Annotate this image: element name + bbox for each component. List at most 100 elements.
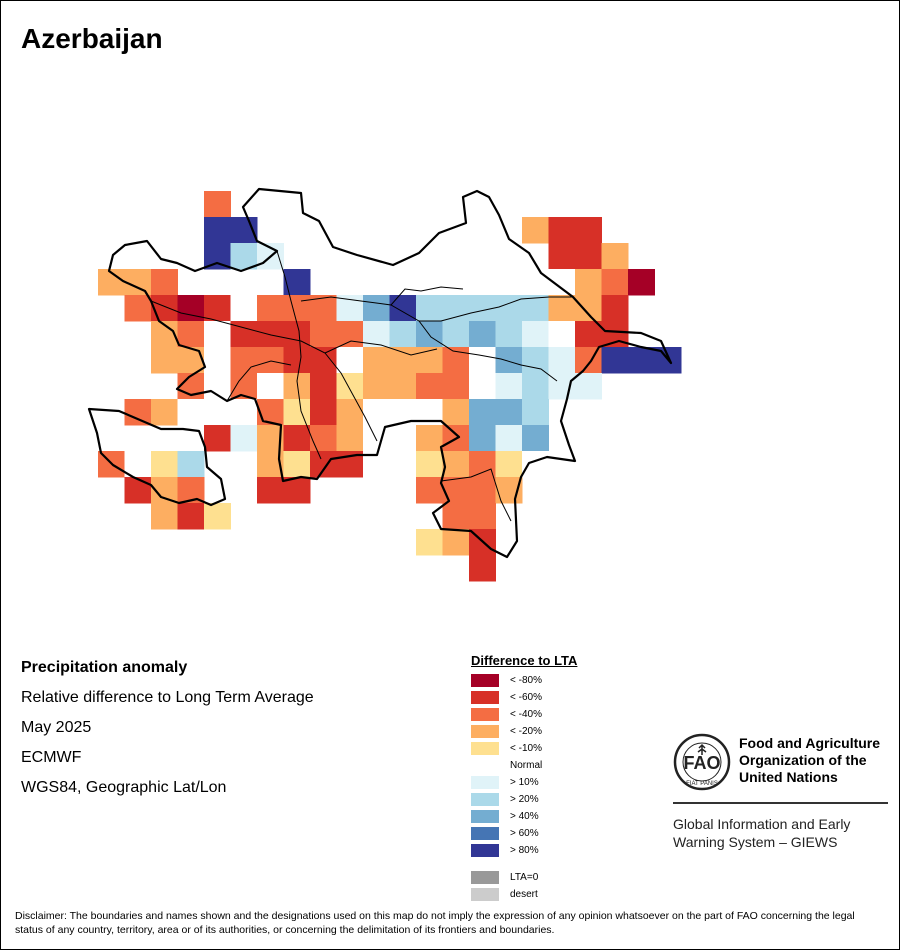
anomaly-cell xyxy=(522,451,549,478)
legend-item: > 10% xyxy=(471,774,577,791)
anomaly-cell xyxy=(230,243,258,270)
anomaly-cell xyxy=(204,503,231,530)
anomaly-cell xyxy=(283,295,311,322)
anomaly-cell xyxy=(336,295,364,322)
anomaly-cell xyxy=(522,399,549,426)
anomaly-cell xyxy=(283,425,311,452)
anomaly-cell xyxy=(336,347,364,374)
anomaly-cell xyxy=(628,269,655,296)
anomaly-cell xyxy=(124,451,152,478)
anomaly-cell xyxy=(336,425,364,452)
anomaly-cell xyxy=(204,425,231,452)
legend-label: LTA=0 xyxy=(510,872,539,883)
legend-swatch xyxy=(471,888,499,901)
giews-name: Global Information and Early Warning Sys… xyxy=(673,816,851,850)
legend-item-desert: desert xyxy=(471,886,577,903)
anomaly-cell xyxy=(204,347,231,374)
fao-logo-block: FAO FIAT PANIS Food and Agriculture Orga… xyxy=(673,733,888,850)
anomaly-cell xyxy=(548,321,576,348)
legend-label: < -80% xyxy=(510,675,542,686)
anomaly-cell xyxy=(601,347,629,374)
legend-swatch xyxy=(471,742,499,755)
anomaly-cell xyxy=(124,295,152,322)
info-period: May 2025 xyxy=(21,719,92,736)
anomaly-cell xyxy=(310,347,337,374)
legend-swatch xyxy=(471,674,499,687)
legend-item: > 60% xyxy=(471,825,577,842)
anomaly-cell xyxy=(151,269,178,296)
legend-label: > 40% xyxy=(510,811,539,822)
anomaly-cell xyxy=(124,477,152,504)
anomaly-cell xyxy=(283,347,311,374)
anomaly-cell xyxy=(469,373,496,400)
anomaly-cell xyxy=(363,295,390,322)
anomaly-cell xyxy=(363,373,390,400)
anomaly-cell xyxy=(177,503,205,530)
legend-item: < -60% xyxy=(471,689,577,706)
anomaly-cell xyxy=(389,321,417,348)
legend-swatch xyxy=(471,725,499,738)
anomaly-cell xyxy=(230,399,258,426)
anomaly-cell xyxy=(204,191,231,218)
legend-item: > 80% xyxy=(471,842,577,859)
anomaly-cell xyxy=(575,269,602,296)
anomaly-cell xyxy=(522,295,549,322)
anomaly-cell xyxy=(151,399,178,426)
legend-swatch xyxy=(471,827,499,840)
legend-label: < -20% xyxy=(510,726,542,737)
anomaly-cell xyxy=(548,295,576,322)
precipitation-anomaly-map xyxy=(87,187,682,582)
legend-swatch xyxy=(471,844,499,857)
anomaly-cell xyxy=(469,555,496,582)
anomaly-cell xyxy=(230,347,258,374)
anomaly-cell xyxy=(151,295,178,322)
legend-item: < -80% xyxy=(471,672,577,689)
legend-label: > 20% xyxy=(510,794,539,805)
legend-swatch xyxy=(471,793,499,806)
anomaly-cell xyxy=(177,477,205,504)
legend-title: Difference to LTA xyxy=(471,653,578,668)
anomaly-cell xyxy=(151,503,178,530)
anomaly-cell xyxy=(416,347,443,374)
legend-swatch xyxy=(471,810,499,823)
legend-swatch xyxy=(471,776,499,789)
anomaly-cell xyxy=(416,477,443,504)
legend-item: > 20% xyxy=(471,791,577,808)
anomaly-cell xyxy=(442,399,470,426)
legend-label: Normal xyxy=(510,760,543,771)
anomaly-cell xyxy=(204,217,231,244)
internal-boundaries xyxy=(150,250,573,522)
legend-item: > 40% xyxy=(471,808,577,825)
info-projection: WGS84, Geographic Lat/Lon xyxy=(21,779,227,796)
legend-label: desert xyxy=(510,889,538,900)
anomaly-cell xyxy=(177,399,205,426)
legend-swatch xyxy=(471,759,499,772)
anomaly-cell xyxy=(124,399,152,426)
anomaly-cell xyxy=(416,295,443,322)
anomaly-cell xyxy=(442,295,470,322)
anomaly-cell xyxy=(230,425,258,452)
anomaly-cell xyxy=(495,425,523,452)
anomaly-cell xyxy=(442,321,470,348)
anomaly-cell xyxy=(575,243,602,270)
legend-swatch xyxy=(471,708,499,721)
anomaly-cell xyxy=(257,295,284,322)
legend-label: > 10% xyxy=(510,777,539,788)
anomaly-cell xyxy=(310,451,337,478)
anomaly-cell xyxy=(548,347,576,374)
anomaly-cell xyxy=(469,347,496,374)
anomaly-cell xyxy=(442,373,470,400)
anomaly-cell xyxy=(363,425,390,452)
anomaly-cell xyxy=(310,425,337,452)
anomaly-cell xyxy=(522,347,549,374)
legend-label: < -10% xyxy=(510,743,542,754)
legend: Difference to LTA < -80% < -60% < -40% <… xyxy=(471,653,577,903)
legend-item: < -40% xyxy=(471,706,577,723)
map-info: Precipitation anomaly Relative differenc… xyxy=(21,658,314,808)
anomaly-cell xyxy=(469,399,496,426)
anomaly-cell xyxy=(283,373,311,400)
anomaly-cell xyxy=(469,503,496,530)
anomaly-cell xyxy=(469,451,496,478)
legend-swatch xyxy=(471,871,499,884)
